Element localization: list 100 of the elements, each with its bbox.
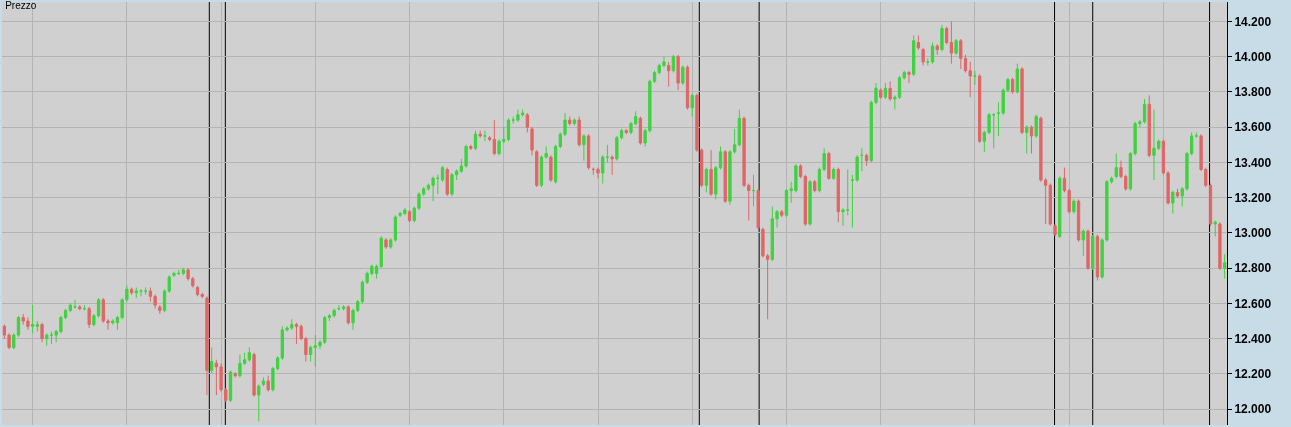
candlestick [1171, 190, 1175, 214]
candlestick [582, 133, 586, 162]
candlestick [1175, 188, 1180, 199]
candlestick [308, 345, 313, 363]
candlestick [520, 109, 525, 118]
candlestick [916, 34, 921, 51]
candlestick [860, 147, 864, 172]
candlestick [1152, 109, 1156, 181]
candlestick [949, 20, 954, 65]
candlestick [751, 174, 756, 207]
candlestick [921, 47, 925, 66]
candlestick [1015, 63, 1019, 95]
candlestick [586, 133, 591, 170]
candlestick [827, 151, 831, 181]
y-tick-label: 12.800 [1234, 261, 1272, 276]
candlestick [1072, 198, 1076, 214]
candlestick [384, 237, 388, 250]
candlestick [346, 304, 350, 326]
candlestick [977, 73, 982, 144]
candlestick [530, 126, 534, 156]
candlestick [407, 209, 412, 223]
candlestick [690, 93, 694, 118]
candlestick [525, 112, 529, 133]
candlestick [1025, 124, 1029, 155]
candlestick [440, 165, 445, 183]
candlestick [478, 130, 482, 139]
candlestick [294, 322, 299, 345]
candlestick [1048, 183, 1052, 227]
y-tick-label: 13.800 [1234, 85, 1272, 100]
candlestick [883, 82, 888, 100]
candlestick [1222, 253, 1227, 280]
candlestick [756, 188, 760, 230]
candlestick [1095, 234, 1100, 281]
candlestick [506, 117, 511, 142]
candlestick [1142, 98, 1147, 125]
candlestick [445, 167, 449, 197]
candlestick [210, 346, 214, 375]
candlestick [1034, 114, 1038, 139]
candlestick [205, 295, 209, 396]
candlestick [68, 302, 72, 313]
candlestick [1010, 77, 1015, 95]
candlestick [341, 304, 346, 311]
y-tick-label: 14.200 [1234, 14, 1272, 29]
candlestick [930, 42, 935, 65]
y-tick-label: 13.400 [1234, 155, 1272, 170]
candlestick [1058, 175, 1062, 239]
candlestick [841, 207, 845, 227]
candlestick [238, 354, 242, 378]
candlestick [638, 116, 643, 146]
y-tick-label: 12.000 [1234, 402, 1272, 417]
candlestick [45, 332, 49, 347]
candlestick [624, 128, 628, 135]
candlestick [879, 87, 883, 100]
candlestick [516, 109, 520, 123]
candlestick [35, 320, 39, 333]
candlestick [572, 117, 577, 126]
candlestick [469, 144, 473, 151]
candlestick [667, 61, 671, 88]
candlestick [1053, 223, 1057, 237]
candlestick [214, 359, 219, 396]
candlestick [836, 167, 840, 223]
candlestick [959, 38, 963, 70]
candlestick [577, 116, 581, 148]
candlestick [1218, 221, 1222, 271]
candlestick [233, 371, 237, 378]
candlestick [158, 304, 162, 315]
candlestick [172, 271, 176, 278]
candlestick [846, 168, 850, 216]
candlestick [1029, 124, 1034, 155]
candlestick [553, 144, 558, 185]
candlestick [945, 26, 949, 45]
candlestick [992, 112, 996, 149]
candlestick [464, 144, 468, 169]
candlestick [49, 331, 54, 345]
candlestick [737, 109, 742, 148]
candlestick [247, 346, 252, 363]
candlestick [676, 54, 680, 91]
candlestick [813, 179, 817, 193]
candlestick [228, 369, 233, 403]
candlestick [266, 375, 270, 393]
candlestick [195, 285, 200, 297]
candlestick [912, 34, 916, 77]
candlestick [780, 209, 784, 218]
candlestick [492, 119, 497, 156]
candlestick [1020, 66, 1024, 135]
candlestick [704, 167, 709, 193]
candlestick [798, 163, 803, 179]
candlestick [907, 70, 911, 84]
y-tick-label: 12.600 [1234, 296, 1272, 311]
candlestick [257, 383, 261, 422]
candlestick [1091, 234, 1095, 271]
candlestick [261, 376, 266, 387]
candlestick [73, 299, 77, 310]
candlestick [450, 172, 454, 197]
candlestick [535, 149, 539, 188]
candlestick [111, 318, 115, 326]
y-tick-label: 14.000 [1234, 49, 1272, 64]
candlestick [1086, 228, 1090, 271]
candlestick [431, 175, 435, 202]
candlestick [803, 174, 807, 227]
